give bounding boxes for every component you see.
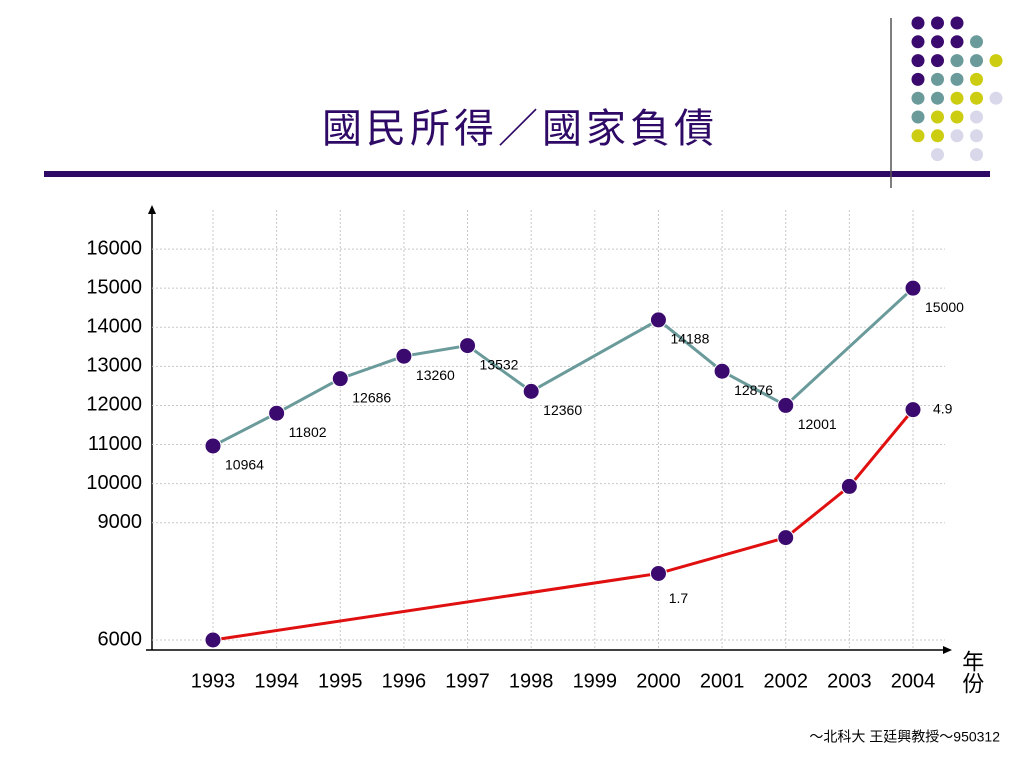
data-point <box>204 437 222 455</box>
y-tick-label: 13000 <box>86 355 142 377</box>
dot <box>911 54 925 68</box>
footer: ～北科大 王廷興教授～950312 <box>809 729 1000 745</box>
x-tick-label: 1994 <box>254 670 299 692</box>
x-axis-label: 年份 <box>959 650 984 694</box>
y-axis-arrow <box>148 205 156 214</box>
data-label: 11802 <box>289 424 327 440</box>
dot <box>950 72 964 86</box>
data-point <box>777 529 795 547</box>
x-tick-label: 1997 <box>445 670 490 692</box>
x-tick-label: 2004 <box>891 670 936 692</box>
data-point <box>904 401 922 419</box>
dot <box>970 54 983 68</box>
dot <box>911 35 925 49</box>
dot <box>931 110 944 124</box>
dot <box>970 35 983 49</box>
data-label: 14188 <box>670 331 709 347</box>
data-point <box>268 404 286 422</box>
data-label: 1.7 <box>669 590 689 606</box>
data-point <box>649 311 667 329</box>
dot <box>931 148 944 162</box>
y-tick-label: 9000 <box>98 511 143 533</box>
dot <box>911 72 925 86</box>
y-tick-label: 15000 <box>86 276 142 298</box>
data-point <box>904 279 922 297</box>
data-label: 12686 <box>352 389 391 405</box>
data-label: 13260 <box>416 367 455 383</box>
x-tick-label: 1996 <box>382 670 427 692</box>
data-point <box>840 477 858 495</box>
data-label: 12360 <box>543 402 582 418</box>
data-label: 15000 <box>925 299 964 315</box>
dot <box>970 129 983 143</box>
dot <box>970 148 983 162</box>
x-tick-label: 2002 <box>763 670 808 692</box>
y-tick-label: 16000 <box>86 237 142 259</box>
data-point <box>522 382 540 400</box>
dot <box>989 91 1003 105</box>
y-tick-label: 6000 <box>98 628 143 650</box>
data-point <box>459 337 477 355</box>
data-point <box>713 362 731 380</box>
x-tick-label: 2000 <box>636 670 681 692</box>
x-tick-label: 1998 <box>509 670 554 692</box>
dot <box>989 54 1003 68</box>
data-point <box>649 564 667 582</box>
data-label: 13532 <box>480 356 519 372</box>
dot <box>911 129 925 143</box>
data-label: 12001 <box>798 416 837 432</box>
x-tick-label: 1999 <box>573 670 618 692</box>
data-point <box>395 347 413 365</box>
x-axis-arrow <box>943 646 952 654</box>
dot-decoration <box>911 16 1003 162</box>
series-line <box>212 287 915 448</box>
dot <box>950 35 964 49</box>
data-label: 12876 <box>734 382 773 398</box>
dot <box>931 72 944 86</box>
x-tick-label: 1995 <box>318 670 363 692</box>
dot <box>970 91 983 105</box>
x-tick-label: 2001 <box>700 670 745 692</box>
dot <box>931 16 944 30</box>
x-tick-label: 1993 <box>191 670 236 692</box>
data-point <box>777 396 795 414</box>
data-label: 10964 <box>225 457 264 473</box>
dot <box>950 129 964 143</box>
y-tick-label: 14000 <box>86 316 142 338</box>
dot <box>931 129 944 143</box>
dot <box>950 16 964 30</box>
y-tick-label: 11000 <box>88 433 142 455</box>
dot <box>931 54 944 68</box>
dot <box>970 110 983 124</box>
dot <box>970 72 983 86</box>
dot <box>911 110 925 124</box>
dot <box>911 91 925 105</box>
data-label: 4.9 <box>933 400 953 416</box>
dot <box>931 35 944 49</box>
slide-title: 國民所得／國家負債 <box>322 106 718 152</box>
dot <box>950 110 964 124</box>
dot <box>911 16 925 30</box>
data-point <box>331 370 349 388</box>
title-bar <box>44 171 990 177</box>
data-point <box>204 631 222 649</box>
x-tick-label: 2003 <box>827 670 872 692</box>
dot <box>950 54 964 68</box>
y-tick-label: 12000 <box>86 394 142 416</box>
dot <box>950 91 964 105</box>
dot <box>931 91 944 105</box>
y-tick-label: 10000 <box>86 472 142 494</box>
